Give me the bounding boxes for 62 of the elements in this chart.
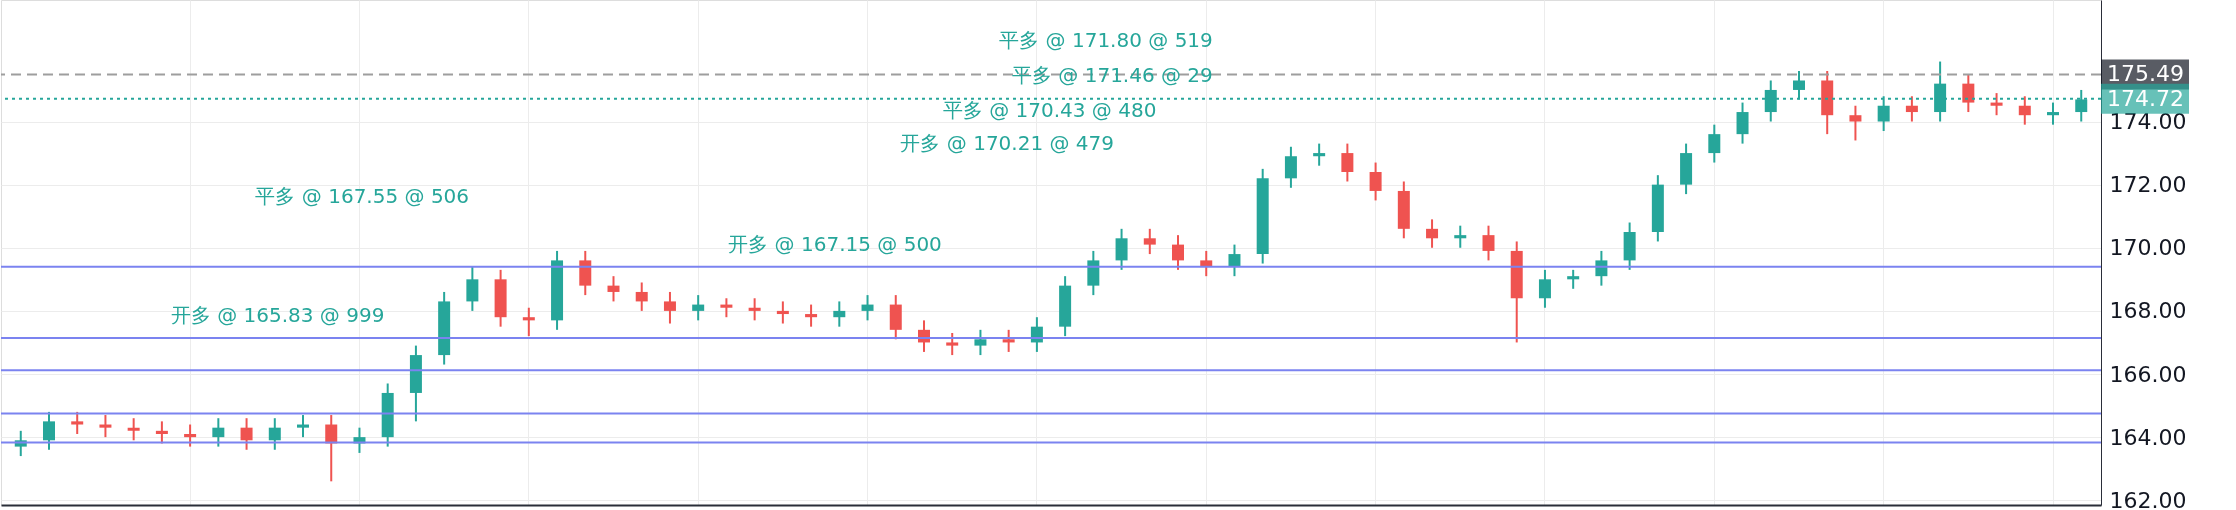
candlestick	[692, 294, 705, 322]
y-tick-label: 170.00	[2109, 235, 2187, 261]
candlestick	[607, 275, 620, 303]
candlestick	[155, 420, 168, 445]
candlestick	[1482, 224, 1495, 262]
y-tick-label: 174.00	[2109, 109, 2187, 135]
candlestick	[861, 294, 874, 322]
candlestick	[466, 265, 479, 312]
candlestick	[1905, 95, 1918, 123]
candlestick	[1708, 123, 1721, 164]
candlestick	[1002, 328, 1015, 353]
candlestick	[1849, 104, 1862, 142]
candlestick	[1736, 101, 1749, 145]
candlestick	[1313, 142, 1326, 167]
annotation: 平多 @ 167.55 @ 506	[255, 184, 470, 209]
candlestick	[127, 417, 140, 442]
candlestick	[720, 297, 733, 319]
ref-line-label: 175.49	[2107, 61, 2184, 87]
candlestick	[2018, 95, 2031, 126]
candlestick	[1962, 73, 1975, 114]
candlestick	[1538, 268, 1551, 309]
candlestick	[212, 417, 225, 448]
y-tick-label: 166.00	[2109, 361, 2187, 387]
candlestick	[522, 306, 535, 338]
candlestick	[974, 328, 987, 357]
candlestick	[748, 297, 761, 322]
candlestick	[268, 417, 281, 451]
candlestick	[1369, 161, 1382, 202]
candlestick	[1454, 224, 1467, 249]
candlestick	[663, 290, 676, 325]
candlestick	[1284, 145, 1297, 189]
candlestick	[805, 303, 818, 328]
candlestick	[1341, 142, 1354, 183]
candlestick	[1115, 227, 1128, 271]
candlestick	[1567, 268, 1580, 290]
candlestick	[635, 281, 648, 312]
ref-line-label: 174.72	[2107, 85, 2184, 111]
y-tick-label: 172.00	[2109, 172, 2187, 198]
candlestick	[99, 414, 112, 439]
candlestick	[325, 414, 338, 483]
candlestick	[1426, 218, 1439, 249]
candlestick	[297, 414, 310, 439]
annotation: 开多 @ 167.15 @ 500	[728, 232, 942, 257]
candlestick	[184, 423, 197, 448]
candlestick	[833, 300, 846, 328]
annotation: 平多 @ 170.43 @ 480	[942, 98, 1157, 123]
y-tick-label: 164.00	[2109, 424, 2187, 450]
candlestick	[2047, 101, 2060, 126]
candlestick	[1200, 249, 1213, 278]
y-tick-label: 168.00	[2109, 298, 2187, 324]
candlestick	[1228, 243, 1241, 278]
candlestick	[1143, 227, 1156, 256]
annotation: 平多 @ 171.46 @ 29	[1011, 62, 1213, 87]
annotation: 开多 @ 170.21 @ 479	[900, 131, 1115, 156]
candlestick	[776, 300, 789, 325]
y-tick-label: 162.00	[2109, 487, 2187, 510]
candlestick	[1990, 92, 2003, 117]
annotation: 开多 @ 165.83 @ 999	[170, 302, 385, 327]
candlestick	[946, 331, 959, 357]
candlestick	[1172, 234, 1185, 271]
candlestick	[240, 417, 253, 451]
annotation: 平多 @ 171.80 @ 519	[999, 27, 1213, 52]
